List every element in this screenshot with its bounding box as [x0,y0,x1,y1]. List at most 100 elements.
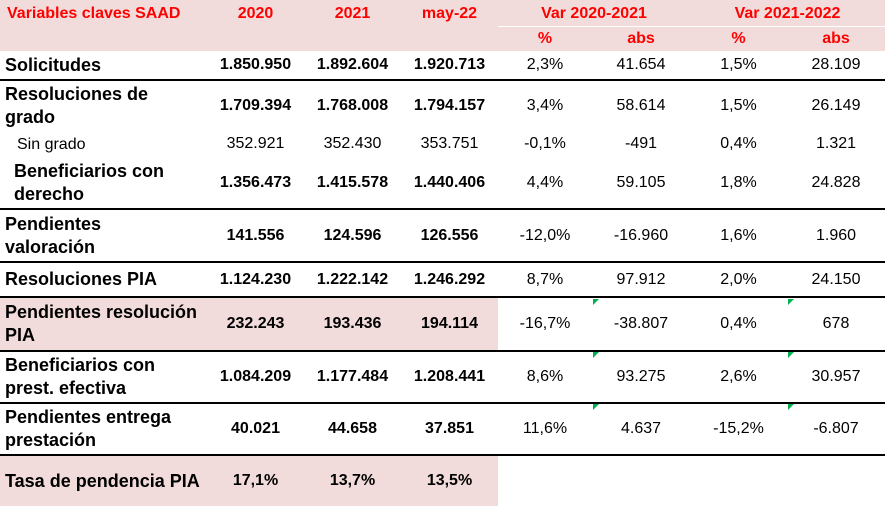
cell-pct-2: 2,0% [720,270,757,288]
cell-abs-1: -491 [624,135,658,152]
row-divider [0,261,885,263]
cell-2021: 13,7% [304,456,401,506]
cell-pct-1: -16,7% [519,315,571,332]
cell-pct-1: 2,3% [526,56,564,73]
cell-pct-2: 1,5% [720,96,757,114]
cell-may22: 1.920.713 [413,56,486,73]
row-label: Beneficiarios con derecho [14,161,165,204]
row-label: Tasa de pendencia PIA [0,456,207,506]
cell-may22: 1.794.157 [413,96,486,114]
cell-may22: 1.440.406 [413,174,486,191]
cell-2021: 1.222.142 [316,270,389,288]
header-pct-1: % [537,30,553,47]
cell-abs-1: 4.637 [620,420,662,437]
cell-may22: 1.246.292 [413,270,486,288]
header-2020: 2020 [237,4,274,22]
cell-2020: 1.124.230 [219,270,292,288]
cell-2021: 193.436 [304,298,401,350]
header-title: Variables claves SAAD [7,4,181,22]
cell-may22: 13,5% [401,456,498,506]
cell-pct-2: 1,5% [720,56,757,73]
row-divider [0,454,885,456]
cell-abs-1: 58.614 [616,96,666,114]
cell-abs-1: -16.960 [613,226,669,244]
table-row: Resoluciones PIA 1.124.230 1.222.142 1.2… [0,263,885,296]
row-label: Pendientes resolución PIA [0,298,207,350]
table-row: Beneficiarios con derecho 1.356.473 1.41… [0,158,885,208]
cell-abs-1: -38.807 [613,315,669,332]
cell-abs-1: 59.105 [616,174,666,191]
cell-2021: 352.430 [323,135,382,152]
row-label: Resoluciones PIA [5,269,158,289]
header-may22: may-22 [421,4,478,22]
comment-marker-icon [788,299,794,305]
table-row: Solicitudes 1.850.950 1.892.604 1.920.71… [0,51,885,79]
cell-abs-2: 28.109 [811,56,861,73]
cell-pct-1: -12,0% [519,226,571,244]
comment-marker-icon [593,404,599,410]
cell-2020: 17,1% [207,456,304,506]
cell-abs-2: 30.957 [811,368,861,385]
cell-2020: 232.243 [207,298,304,350]
cell-2020: 352.921 [226,135,285,152]
cell-abs-1: 41.654 [616,56,666,73]
header-divider [498,26,885,27]
cell-pct-1: 8,7% [526,270,564,288]
comment-marker-icon [788,404,794,410]
cell-may22: 1.208.441 [413,368,486,385]
row-divider [0,296,885,298]
comment-marker-icon [593,299,599,305]
cell-pct-1: 11,6% [522,420,568,437]
row-divider [0,79,885,81]
cell-abs-2: 24.150 [811,270,861,288]
cell-abs-2: 1.960 [815,226,857,244]
cell-abs-1: 97.912 [616,270,666,288]
cell-abs-2: 26.149 [811,96,861,114]
header-abs-2: abs [822,30,850,47]
cell-may22: 37.851 [425,420,474,437]
cell-2020: 40.021 [231,420,280,437]
row-label: Pendientes entrega prestación [5,407,172,450]
cell-2020: 1.356.473 [219,174,292,191]
cell-abs-2: 24.828 [811,174,861,191]
cell-2020: 1.709.394 [219,96,292,114]
row-divider [0,350,885,352]
cell-pct-2: 1,6% [720,226,757,244]
table-row: Pendientes valoración 141.556 124.596 12… [0,210,885,261]
cell-2021: 124.596 [323,226,382,244]
cell-2021: 1.892.604 [316,56,389,73]
comment-marker-icon [593,352,599,358]
cell-2020: 1.850.950 [219,56,292,73]
cell-pct-1: 3,4% [526,96,564,114]
cell-2020: 141.556 [226,226,285,244]
header-pct-2: % [731,30,746,47]
table-row: Pendientes entrega prestación 40.021 44.… [0,404,885,454]
header-abs-1: abs [627,30,655,47]
cell-2020: 1.084.209 [219,368,292,385]
cell-2021: 1.415.578 [316,174,389,191]
row-divider [0,402,885,404]
cell-2021: 1.177.484 [316,368,389,385]
cell-abs-2: -6.807 [813,420,859,437]
comment-marker-icon [788,352,794,358]
cell-pct-2: 0,4% [720,135,757,152]
table-row: Beneficiarios con prest. efectiva 1.084.… [0,352,885,402]
row-label: Solicitudes [5,54,102,75]
row-label: Beneficiarios con prest. efectiva [5,355,156,398]
table-row: Sin grado 352.921 352.430 353.751 -0,1% … [0,130,885,158]
cell-abs-1: 93.275 [616,368,666,385]
cell-may22: 194.114 [401,298,498,350]
header-var-2020-2021: Var 2020-2021 [541,4,647,22]
cell-abs-2: 1.321 [815,135,857,152]
table-row: Resoluciones de grado 1.709.394 1.768.00… [0,81,885,130]
cell-may22: 126.556 [420,226,479,244]
cell-may22: 353.751 [420,135,479,152]
row-label: Pendientes valoración [5,213,102,257]
cell-2021: 44.658 [328,420,377,437]
cell-pct-2: -15,2% [713,420,764,437]
cell-pct-2: 1,8% [720,174,757,191]
table-row: Pendientes resolución PIA 232.243 193.43… [0,298,885,350]
table-row: Tasa de pendencia PIA 17,1% 13,7% 13,5% [0,456,885,506]
header-2021: 2021 [334,4,371,22]
